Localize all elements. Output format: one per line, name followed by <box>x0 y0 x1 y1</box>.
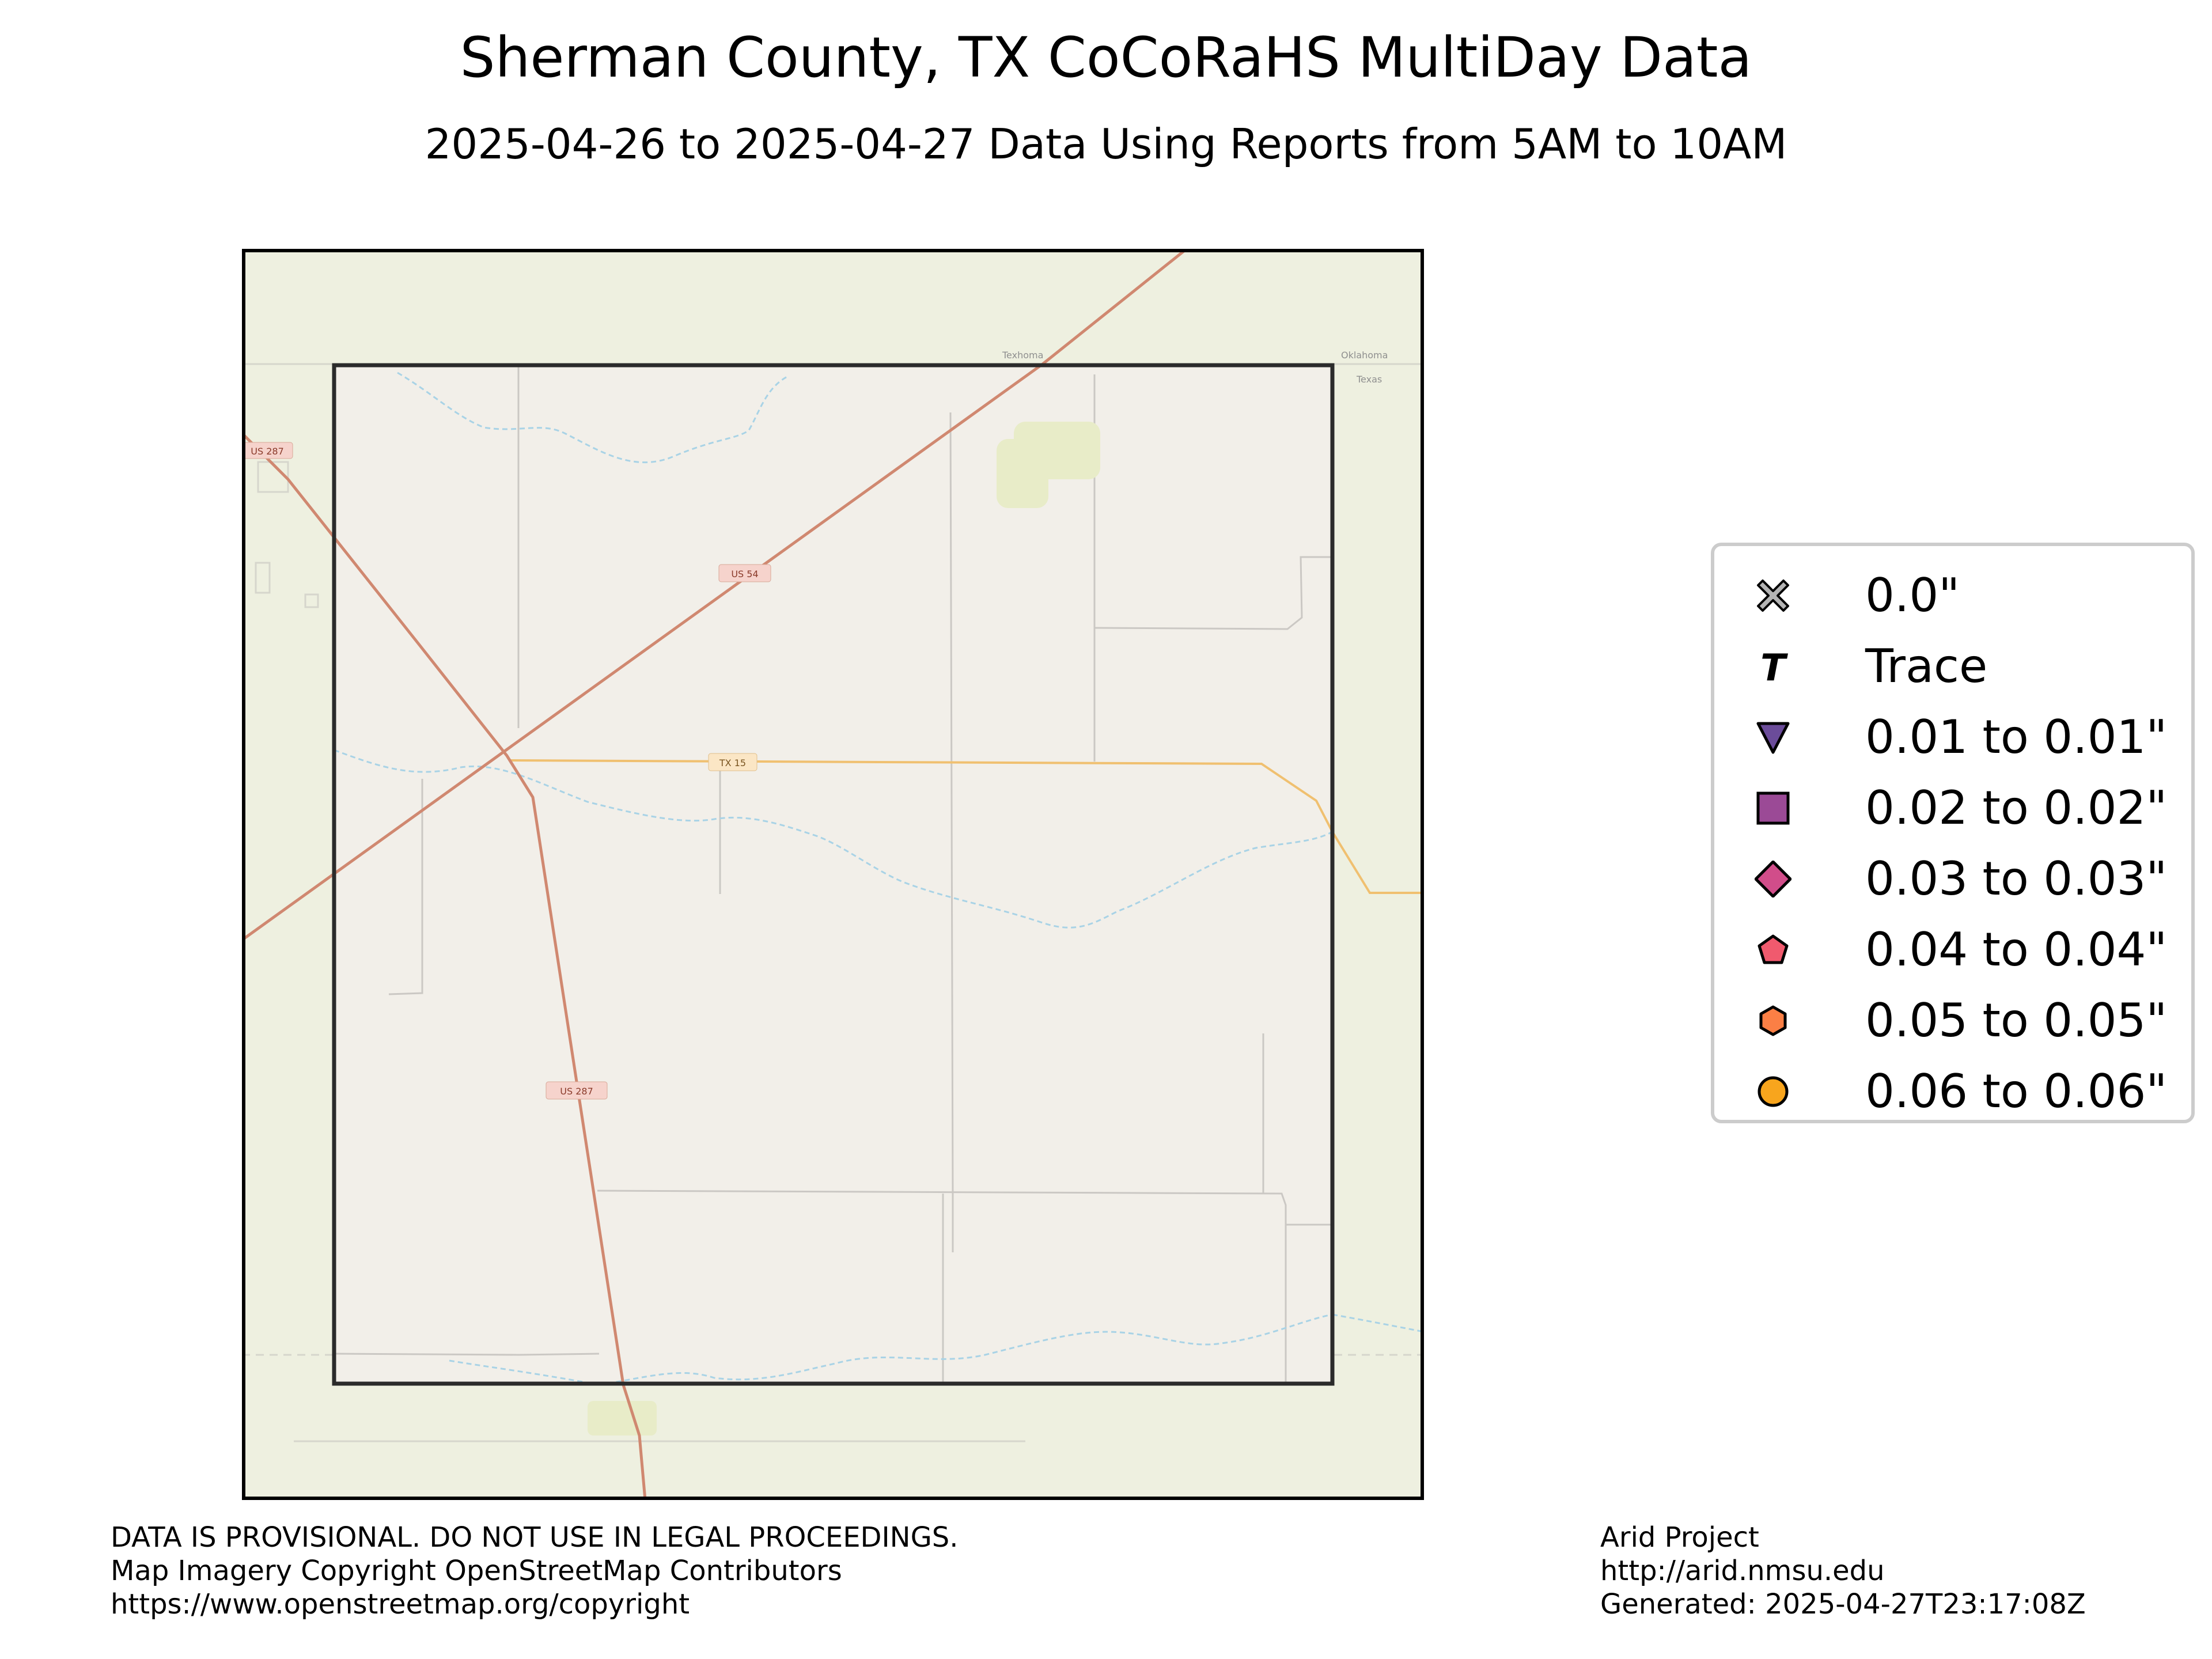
texhoma-label: Texhoma <box>1002 350 1043 361</box>
footer-line: Arid Project <box>1600 1521 1759 1554</box>
oklahoma-label: Oklahoma <box>1341 350 1388 361</box>
legend-item-001: 0.01 to 0.01" <box>1714 702 2191 772</box>
tx-15-highway <box>509 759 1424 894</box>
county-map: Texhoma Oklahoma Texas US 54 TX 15 US 28… <box>242 249 1424 1500</box>
us-287-nw-shield: US 287 <box>242 442 293 459</box>
footer-line: Generated: 2025-04-27T23:17:08Z <box>1600 1588 2086 1620</box>
legend-item-003: 0.03 to 0.03" <box>1714 843 2191 914</box>
us-54-shield-label: US 54 <box>731 569 758 579</box>
map-frame <box>242 249 1424 1500</box>
svg-text:T: T <box>1760 648 1788 685</box>
legend-item-002: 0.02 to 0.02" <box>1714 772 2191 843</box>
diamond-icon <box>1755 861 1791 897</box>
tx-15-shield-label: TX 15 <box>719 757 746 768</box>
us-287-nw-shield-label: US 287 <box>251 446 284 457</box>
footer-disclaimer: DATA IS PROVISIONAL. DO NOT USE IN LEGAL… <box>111 1521 959 1621</box>
circle-icon <box>1758 1076 1789 1107</box>
pentagon-icon <box>1758 934 1789 964</box>
legend-label: 0.05 to 0.05" <box>1865 994 2168 1047</box>
square-icon <box>1756 791 1790 825</box>
footer-line: Map Imagery Copyright OpenStreetMap Cont… <box>111 1555 842 1587</box>
us-287-highway <box>242 432 647 1500</box>
hexagon-icon <box>1759 1005 1787 1036</box>
town-patches <box>588 422 1100 1435</box>
precip-legend: 0.0" T Trace 0.01 to 0.01" 0.02 to 0.02"… <box>1711 543 2195 1123</box>
footer-line: https://www.openstreetmap.org/copyright <box>111 1588 690 1620</box>
legend-label: 0.03 to 0.03" <box>1865 852 2168 906</box>
legend-item-004: 0.04 to 0.04" <box>1714 914 2191 985</box>
triangle-down-icon <box>1756 722 1790 754</box>
map-title: Sherman County, TX CoCoRaHS MultiDay Dat… <box>460 25 1752 90</box>
x-icon <box>1757 579 1789 612</box>
footer-line: DATA IS PROVISIONAL. DO NOT USE IN LEGAL… <box>111 1521 959 1554</box>
tx-15-shield: TX 15 <box>708 753 757 771</box>
legend-label: 0.06 to 0.06" <box>1865 1065 2168 1118</box>
legend-label: 0.01 to 0.01" <box>1865 710 2168 764</box>
legend-label: 0.0" <box>1865 569 1960 622</box>
legend-item-006: 0.06 to 0.06" <box>1714 1056 2191 1127</box>
legend-label: Trace <box>1865 639 1988 693</box>
legend-label: 0.04 to 0.04" <box>1865 923 2168 976</box>
footer-line: http://arid.nmsu.edu <box>1600 1555 1885 1587</box>
legend-item-005: 0.05 to 0.05" <box>1714 985 2191 1056</box>
texas-label: Texas <box>1356 374 1382 385</box>
footer-credits: Arid Project http://arid.nmsu.edu Genera… <box>1600 1521 2086 1621</box>
county-area <box>334 365 1332 1384</box>
streams <box>334 372 1424 1386</box>
legend-item-trace: T Trace <box>1714 631 2191 702</box>
county-border <box>332 363 1335 1386</box>
t-icon: T <box>1760 648 1788 685</box>
legend-label: 0.02 to 0.02" <box>1865 781 2168 835</box>
map-subtitle: 2025-04-26 to 2025-04-27 Data Using Repo… <box>425 120 1787 168</box>
us-287-shield-label: US 287 <box>560 1086 593 1097</box>
us-287-shield: US 287 <box>546 1081 608 1100</box>
legend-item-zero: 0.0" <box>1714 560 2191 631</box>
us-54-shield: US 54 <box>718 564 771 582</box>
